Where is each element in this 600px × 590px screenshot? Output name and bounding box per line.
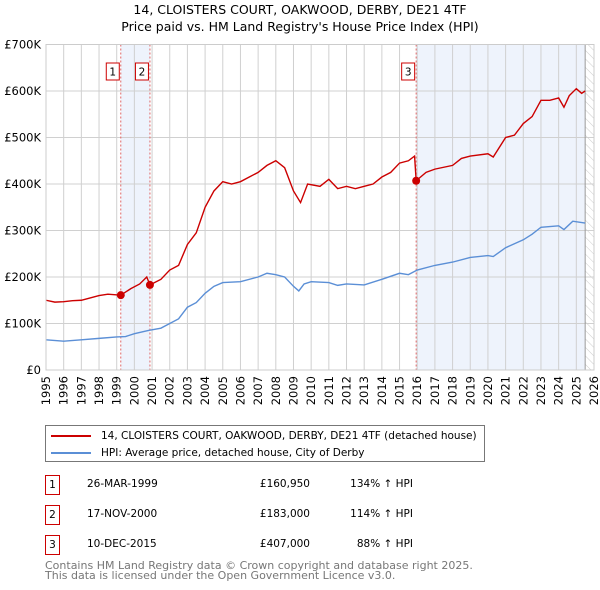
x-tick-label: 2008 (269, 376, 283, 405)
transaction-row: 1 26-MAR-1999 £160,950 134% ↑ HPI (45, 475, 465, 495)
y-tick-label: £100K (4, 317, 41, 331)
x-tick-label: 2025 (569, 376, 583, 405)
transaction-price: £183,000 (259, 508, 310, 520)
x-tick-label: 1999 (110, 376, 124, 405)
x-tick-label: 2011 (322, 376, 336, 405)
chart-subtitle: Price paid vs. HM Land Registry's House … (121, 19, 479, 34)
plot-border (45, 44, 595, 371)
legend-item-property: 14, CLOISTERS COURT, OAKWOOD, DERBY, DE2… (51, 430, 477, 442)
x-tick-label: 2009 (286, 376, 300, 405)
x-tick-label: 2019 (463, 376, 477, 405)
x-tick-label: 2014 (375, 376, 389, 405)
legend-label: 14, CLOISTERS COURT, OAKWOOD, DERBY, DE2… (101, 430, 477, 442)
price-chart: 1995 1996 1997 1998 1999 2000 2001 2002 2003 2004… (4, 38, 600, 406)
y-tick-label: £400K (4, 177, 41, 191)
chart-title: 14, CLOISTERS COURT, OAKWOOD, DERBY, DE2… (133, 2, 467, 17)
x-tick-label: 2004 (198, 376, 212, 405)
transaction-price: £407,000 (259, 538, 310, 550)
y-tick-label: £300K (4, 224, 41, 238)
x-tick-label: 2024 (552, 376, 566, 405)
footer-licence: This data is licensed under the Open Gov… (45, 569, 396, 582)
x-tick-label: 2012 (340, 376, 354, 405)
footer-copyright: Contains HM Land Registry data © Crown c… (45, 559, 473, 572)
transaction-row: 2 17-NOV-2000 £183,000 114% ↑ HPI (45, 505, 465, 525)
x-tick-label: 2022 (516, 376, 530, 405)
highlight-band (416, 44, 586, 370)
x-tick-label: 2023 (534, 376, 548, 405)
transaction-date: 26-MAR-1999 (87, 478, 158, 490)
transaction-date: 10-DEC-2015 (87, 538, 157, 550)
transaction-date: 17-NOV-2000 (87, 508, 158, 520)
y-tick-label: £700K (4, 38, 41, 52)
x-tick-label: 2017 (428, 376, 442, 405)
x-tick-label: 2010 (304, 376, 318, 405)
y-tick-label: £500K (4, 131, 41, 145)
x-tick-label: 2000 (127, 376, 141, 405)
sale-marker (145, 280, 154, 289)
x-tick-label: 2020 (481, 376, 495, 405)
transaction-marker: 1 (45, 475, 60, 495)
x-tick-label: 2016 (410, 376, 424, 405)
x-tick-label: 2013 (357, 376, 371, 405)
x-tick-label: 1997 (74, 376, 88, 405)
x-tick-label: 2006 (233, 376, 247, 405)
x-tick-label: 2001 (145, 376, 159, 405)
transaction-price: £160,950 (259, 478, 310, 490)
highlight-band (120, 44, 150, 370)
legend-swatch (51, 452, 91, 454)
x-tick-label: 1998 (92, 376, 106, 405)
annotation-label: 2 (139, 67, 146, 79)
annotation-box (134, 62, 149, 81)
legend-item-hpi: HPI: Average price, detached house, City… (51, 447, 364, 459)
transaction-hpi: 88% ↑ HPI (356, 538, 413, 550)
annotation-box (105, 62, 120, 81)
x-tick-label: 2003 (180, 376, 194, 405)
x-tick-label: 2018 (446, 376, 460, 405)
transaction-hpi: 134% ↑ HPI (350, 478, 413, 490)
x-tick-label: 2007 (251, 376, 265, 405)
legend: 14, CLOISTERS COURT, OAKWOOD, DERBY, DE2… (45, 425, 485, 462)
x-tick-label: 1995 (39, 376, 53, 405)
y-tick-label: £0 (26, 363, 41, 377)
transaction-hpi: 114% ↑ HPI (350, 508, 413, 520)
transaction-marker: 3 (45, 535, 60, 555)
x-tick-label: 2015 (393, 376, 407, 405)
x-tick-label: 2005 (216, 376, 230, 405)
annotation-label: 3 (405, 67, 412, 79)
legend-swatch (51, 435, 91, 437)
x-tick-label: 1996 (57, 376, 71, 405)
x-tick-label: 2026 (587, 376, 600, 405)
sale-marker (412, 176, 421, 185)
x-tick-label: 2002 (163, 376, 177, 405)
forecast-hatch (585, 44, 594, 370)
y-tick-label: £200K (4, 270, 41, 284)
x-tick-label: 2021 (499, 376, 513, 405)
series-line (45, 87, 586, 303)
series-line (45, 220, 586, 342)
legend-label: HPI: Average price, detached house, City… (101, 447, 365, 459)
transaction-row: 3 10-DEC-2015 £407,000 88% ↑ HPI (45, 535, 465, 555)
annotation-label: 1 (109, 67, 116, 79)
y-tick-label: £600K (4, 84, 41, 98)
annotation-box (401, 62, 416, 81)
sale-marker (116, 291, 125, 300)
transaction-marker: 2 (45, 505, 60, 525)
